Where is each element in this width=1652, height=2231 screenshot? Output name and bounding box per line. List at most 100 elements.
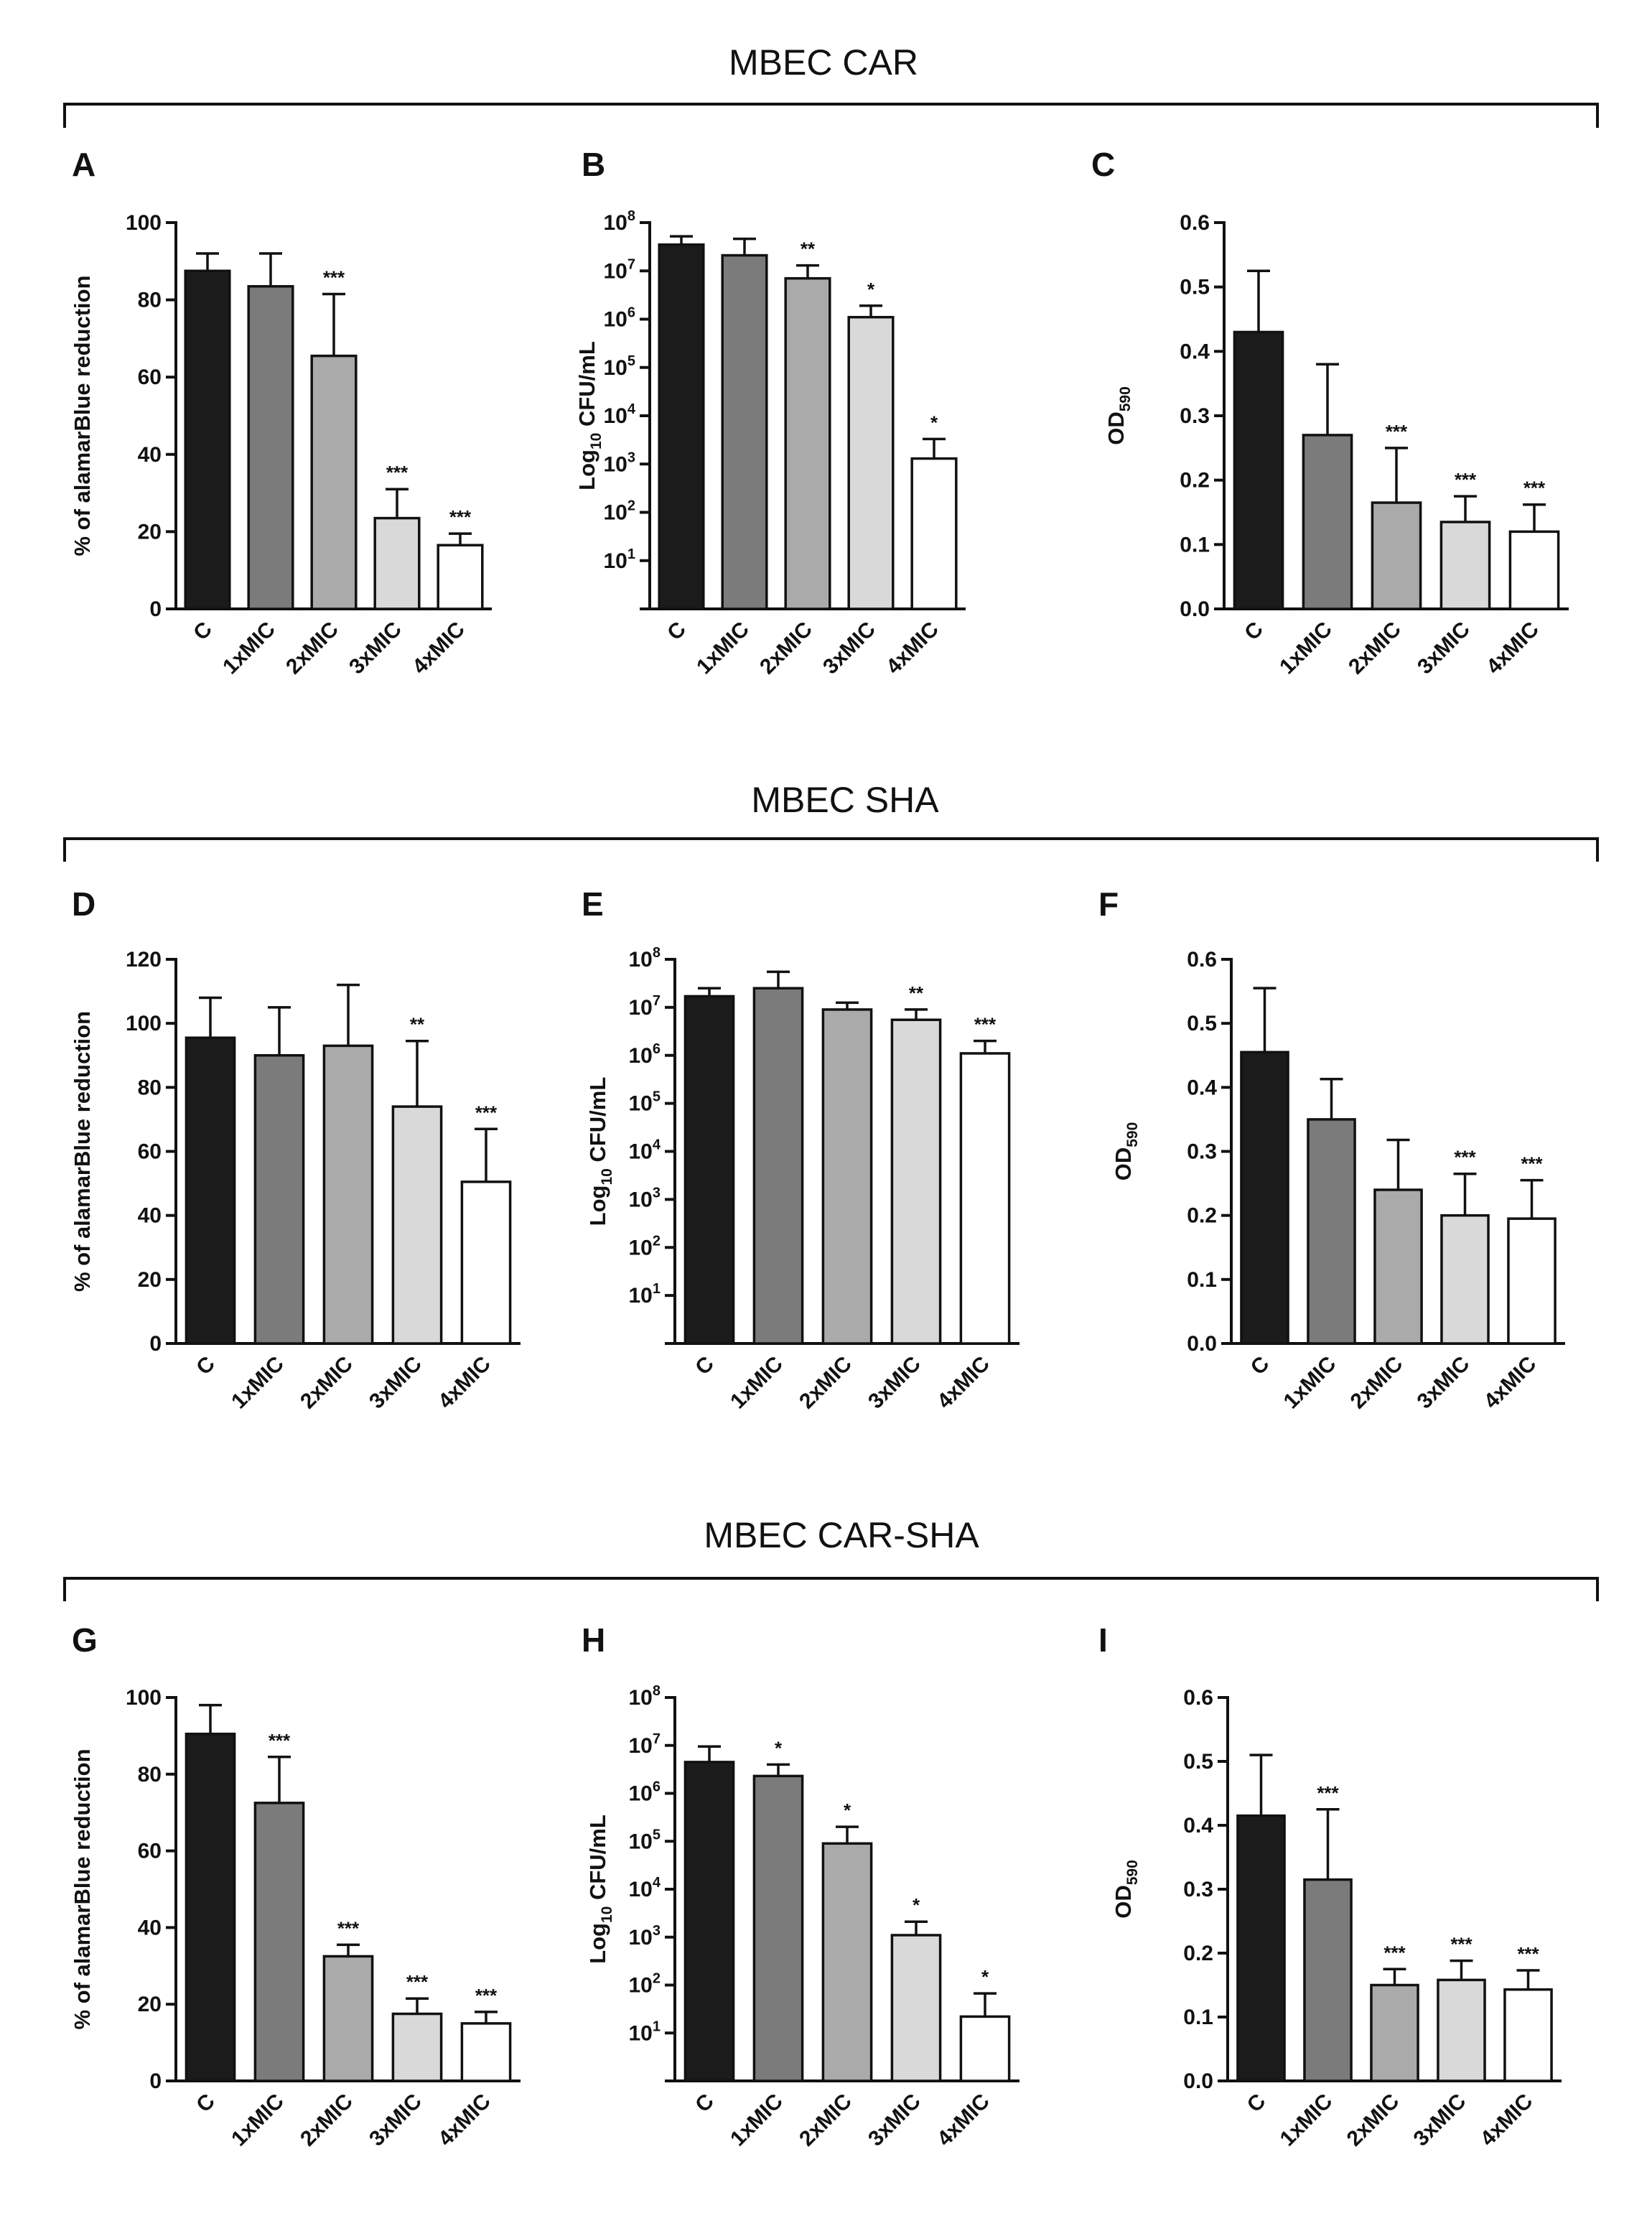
y-axis-label: Log10 CFU/mL bbox=[585, 1077, 615, 1226]
y-tick-label: 0.4 bbox=[1180, 340, 1210, 363]
bar-2xmic bbox=[322, 1044, 374, 1345]
y-tick-label: 0.3 bbox=[1180, 404, 1210, 428]
panel-b: B 101 102 103 104 105 106 107 108 Log10 CFU/mL C 1x… bbox=[574, 146, 966, 679]
error-bar bbox=[1385, 447, 1408, 503]
significance-marker: ** bbox=[801, 238, 816, 260]
y-tick-label: 0.3 bbox=[1183, 1878, 1213, 1901]
panel-f: F 0.0 0.1 0.2 0.3 0.4 0.5 0.6 OD590 C 1xMIC 2xMIC **… bbox=[1098, 885, 1565, 1413]
y-tick-label: 80 bbox=[138, 1763, 162, 1787]
y-tick-label: 0.5 bbox=[1187, 1012, 1217, 1035]
x-tick-label: 3xMIC bbox=[1409, 2090, 1471, 2151]
panel-g: G 0 20 40 60 80 100 % of alamarBlue reduction C *… bbox=[70, 1621, 521, 2151]
bar-2xmic bbox=[1373, 1188, 1423, 1345]
significance-marker: * bbox=[867, 279, 875, 300]
bar-1xmic bbox=[1303, 1878, 1353, 2082]
bar-1xmic bbox=[1302, 434, 1353, 610]
y-tick-label: 20 bbox=[138, 1268, 162, 1292]
y-tick-label: 106 bbox=[629, 1779, 661, 1806]
significance-marker: *** bbox=[1450, 1934, 1473, 1955]
y-axis-label: Log10 CFU/mL bbox=[574, 341, 605, 490]
x-tick-label: 4xMIC bbox=[434, 1352, 495, 1414]
x-tick-label: 4xMIC bbox=[1482, 618, 1544, 679]
bar-4xmic bbox=[959, 2015, 1011, 2082]
x-tick-label: 1xMIC bbox=[726, 2090, 788, 2151]
bar-c bbox=[683, 1761, 735, 2082]
x-tick-label: 4xMIC bbox=[933, 2090, 994, 2151]
significance-marker: *** bbox=[386, 462, 409, 483]
bar-3xmic bbox=[890, 1934, 942, 2082]
error-bar bbox=[406, 1997, 429, 2014]
significance-marker: *** bbox=[323, 267, 345, 289]
error-bar bbox=[767, 1763, 790, 1776]
y-axis-label: OD590 bbox=[1111, 1122, 1141, 1181]
bar-1xmic bbox=[253, 1802, 305, 2082]
error-bar bbox=[698, 1745, 721, 1762]
panel-d: D 0 20 40 60 80 100 120 % of alamarBlue reductio… bbox=[70, 885, 521, 1413]
y-tick-label: 0.2 bbox=[1187, 1204, 1217, 1228]
y-tick-label: 60 bbox=[138, 365, 162, 389]
x-tick-label: C bbox=[691, 2090, 719, 2118]
bar-2xmic bbox=[1370, 1983, 1419, 2082]
y-tick-label: 100 bbox=[126, 1012, 162, 1035]
y-tick-label: 0.6 bbox=[1180, 211, 1210, 235]
bar-4xmic bbox=[460, 1180, 512, 1345]
significance-marker: *** bbox=[1386, 421, 1408, 442]
bar-4xmic bbox=[1507, 1217, 1557, 1345]
y-tick-label: 0.4 bbox=[1187, 1076, 1217, 1099]
significance-marker: *** bbox=[1521, 1153, 1543, 1175]
x-tick-label: 1xMIC bbox=[692, 618, 754, 679]
y-tick-label: 0.1 bbox=[1180, 533, 1210, 556]
bar-c bbox=[185, 1732, 236, 2082]
x-tick-label: 2xMIC bbox=[795, 2090, 857, 2151]
group-bracket-sha bbox=[63, 837, 1599, 862]
bar-4xmic bbox=[460, 2022, 512, 2082]
y-tick-label: 106 bbox=[629, 1041, 661, 1068]
group-title-car: MBEC CAR bbox=[729, 42, 918, 83]
y-tick-label: 20 bbox=[138, 1993, 162, 2016]
y-tick-label: 107 bbox=[629, 1731, 661, 1758]
x-tick-label: 4xMIC bbox=[1480, 1352, 1541, 1414]
error-bar bbox=[1523, 503, 1546, 532]
y-axis-label: % of alamarBlue reduction bbox=[70, 1011, 95, 1292]
x-tick-label: 4xMIC bbox=[408, 618, 470, 679]
bar-4xmic bbox=[959, 1052, 1011, 1345]
y-tick-label: 120 bbox=[126, 948, 162, 972]
bar-1xmic bbox=[247, 285, 294, 610]
error-bar bbox=[475, 2011, 498, 2023]
x-tick-label: 2xMIC bbox=[795, 1352, 857, 1414]
y-tick-label: 0.6 bbox=[1183, 1686, 1213, 1710]
panel-letter: C bbox=[1091, 146, 1115, 183]
y-tick-label: 105 bbox=[629, 1089, 661, 1116]
bar-2xmic bbox=[1371, 501, 1422, 610]
x-tick-label: 3xMIC bbox=[365, 1352, 426, 1414]
y-tick-label: 80 bbox=[138, 1076, 162, 1099]
bar-c bbox=[185, 1036, 236, 1345]
significance-marker: * bbox=[844, 1799, 851, 1821]
error-bar bbox=[337, 1943, 360, 1957]
y-tick-label: 104 bbox=[604, 401, 636, 428]
error-bar bbox=[475, 1127, 498, 1182]
bar-2xmic bbox=[310, 354, 358, 610]
panel-a: A 0 20 40 60 80 100 % of alamarBlue reduction C 1… bbox=[70, 146, 492, 679]
y-tick-label: 0 bbox=[149, 597, 162, 621]
x-tick-label: C bbox=[192, 2090, 220, 2118]
y-tick-label: 0 bbox=[149, 1332, 162, 1356]
error-bar bbox=[923, 437, 946, 459]
x-tick-label: 2xMIC bbox=[1346, 1352, 1408, 1414]
x-tick-label: 1xMIC bbox=[726, 1352, 788, 1414]
error-bar bbox=[767, 970, 790, 989]
panel-letter: H bbox=[582, 1621, 605, 1659]
error-bar bbox=[1253, 987, 1277, 1053]
bar-2xmic bbox=[821, 1008, 873, 1345]
x-tick-label: 2xMIC bbox=[755, 618, 817, 679]
y-tick-label: 0.6 bbox=[1187, 948, 1217, 972]
bar-3xmic bbox=[391, 1105, 443, 1345]
y-tick-label: 40 bbox=[138, 443, 162, 467]
y-tick-label: 107 bbox=[604, 256, 636, 283]
y-tick-label: 0.0 bbox=[1183, 2069, 1213, 2093]
y-tick-label: 108 bbox=[604, 208, 636, 235]
y-tick-label: 100 bbox=[126, 211, 162, 235]
error-bar bbox=[1454, 495, 1477, 522]
y-axis-label: Log10 CFU/mL bbox=[585, 1815, 615, 1964]
